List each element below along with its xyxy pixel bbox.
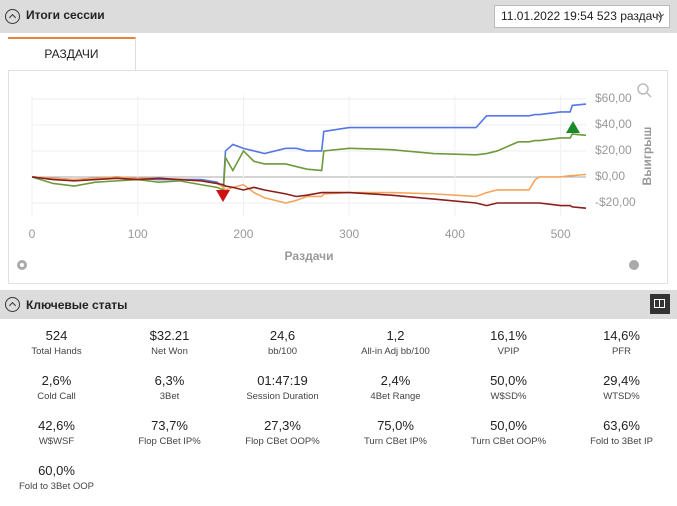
y-tick-label: $40,00 <box>595 117 632 131</box>
zoom-icon[interactable] <box>637 83 649 95</box>
stat-label: bb/100 <box>267 346 298 357</box>
stat-label: Turn CBet OOP% <box>470 436 547 447</box>
stat: $32.21 Net Won <box>113 328 226 357</box>
stat-label: PFR <box>612 346 631 357</box>
max-marker <box>566 121 580 133</box>
section-title: Ключевые статы <box>26 298 128 312</box>
series-line <box>31 176 587 209</box>
stat-value: 42,6% <box>38 418 75 433</box>
stat-value: 24,6 <box>269 328 296 343</box>
stat-label: W$WSF <box>38 436 75 447</box>
stat-label: 3Bet <box>159 391 180 402</box>
stat: 42,6% W$WSF <box>0 418 113 447</box>
stat-label: Net Won <box>151 346 188 357</box>
y-tick-label: $20,00 <box>595 143 632 157</box>
stat-label: WTSD% <box>603 391 640 402</box>
stat-value: 2,6% <box>41 373 72 388</box>
stat: 63,6% Fold to 3Bet IP <box>565 418 677 447</box>
section-title: Итоги сессии <box>26 8 105 22</box>
stat-value: 50,0% <box>490 373 527 388</box>
stat: 2,6% Cold Call <box>0 373 113 402</box>
stat: 01:47:19 Session Duration <box>226 373 339 402</box>
y-tick-label: $60,00 <box>595 91 632 105</box>
x-tick-label: 200 <box>233 227 253 241</box>
session-dropdown[interactable]: 11.01.2022 19:54 523 раздач) <box>494 5 670 28</box>
x-tick-label: 100 <box>128 227 148 241</box>
stat: 1,2 All-in Adj bb/100 <box>339 328 452 357</box>
stat-value: 14,6% <box>603 328 640 343</box>
layout-button[interactable] <box>650 294 670 314</box>
stat-value: 63,6% <box>603 418 640 433</box>
y-tick-label: -$20,00 <box>595 195 636 209</box>
collapse-button[interactable] <box>5 9 20 24</box>
stat-label: VPIP <box>497 346 520 357</box>
settings-icon-hole <box>20 263 24 267</box>
series-line <box>31 133 587 192</box>
y-tick-label: $0,00 <box>595 169 625 183</box>
y-axis-label: Выигрыш <box>640 127 654 186</box>
stat-value: 75,0% <box>377 418 414 433</box>
stat-value: 524 <box>45 328 68 343</box>
stat: 16,1% VPIP <box>452 328 565 357</box>
min-marker <box>216 190 230 202</box>
stat-label: All-in Adj bb/100 <box>361 346 430 357</box>
stat-value: 6,3% <box>154 373 185 388</box>
stat: 524 Total Hands <box>0 328 113 357</box>
info-icon[interactable] <box>629 260 639 270</box>
stat-value: 27,3% <box>264 418 301 433</box>
stat-value: 2,4% <box>380 373 411 388</box>
stat-value: 29,4% <box>603 373 640 388</box>
chart-frame <box>8 70 668 284</box>
stat: 6,3% 3Bet <box>113 373 226 402</box>
stat: 24,6 bb/100 <box>226 328 339 357</box>
stat: 75,0% Turn CBet IP% <box>339 418 452 447</box>
stat: 14,6% PFR <box>565 328 677 357</box>
stat: 2,4% 4Bet Range <box>339 373 452 402</box>
stat: 29,4% WTSD% <box>565 373 677 402</box>
stat: 60,0% Fold to 3Bet OOP <box>0 463 113 492</box>
stat-label: Session Duration <box>246 391 319 402</box>
x-tick-label: 400 <box>445 227 465 241</box>
stat-label: Cold Call <box>37 391 76 402</box>
chart: $60,00 $40,00 $20,00 $0,00 -$20,00 0 100 200 300… <box>17 83 654 270</box>
stat-value: 73,7% <box>151 418 188 433</box>
collapse-button[interactable] <box>5 297 20 312</box>
stat-label: 4Bet Range <box>370 391 421 402</box>
stat: 73,7% Flop CBet IP% <box>113 418 226 447</box>
stat-value: 60,0% <box>38 463 75 478</box>
stat-label: Flop CBet IP% <box>138 436 201 447</box>
stat-value: 01:47:19 <box>257 373 308 388</box>
tab[interactable]: РАЗДАЧИ <box>8 37 136 70</box>
x-tick-label: 500 <box>551 227 571 241</box>
x-tick-label: 0 <box>29 227 36 241</box>
stat-value: 16,1% <box>490 328 527 343</box>
stat-value: 50,0% <box>490 418 527 433</box>
stat: 27,3% Flop CBet OOP% <box>226 418 339 447</box>
stat-value: $32.21 <box>149 328 190 343</box>
x-tick-label: 300 <box>339 227 359 241</box>
stat-label: Fold to 3Bet OOP <box>19 481 94 492</box>
stat-label: W$SD% <box>490 391 527 402</box>
stat-label: Total Hands <box>31 346 82 357</box>
session-header: Итоги сессии 11.01.2022 19:54 523 раздач… <box>0 0 677 33</box>
stat: 50,0% Turn CBet OOP% <box>452 418 565 447</box>
x-axis-label: Раздачи <box>285 249 334 263</box>
stat-value: 1,2 <box>386 328 405 343</box>
zoom-icon-handle <box>646 92 652 98</box>
stat: 50,0% W$SD% <box>452 373 565 402</box>
stat-label: Turn CBet IP% <box>363 436 427 447</box>
series-line <box>31 103 587 189</box>
stat-label: Fold to 3Bet IP <box>590 436 653 447</box>
stat-label: Flop CBet OOP% <box>245 436 320 447</box>
stats-header: Ключевые статы <box>0 290 677 319</box>
